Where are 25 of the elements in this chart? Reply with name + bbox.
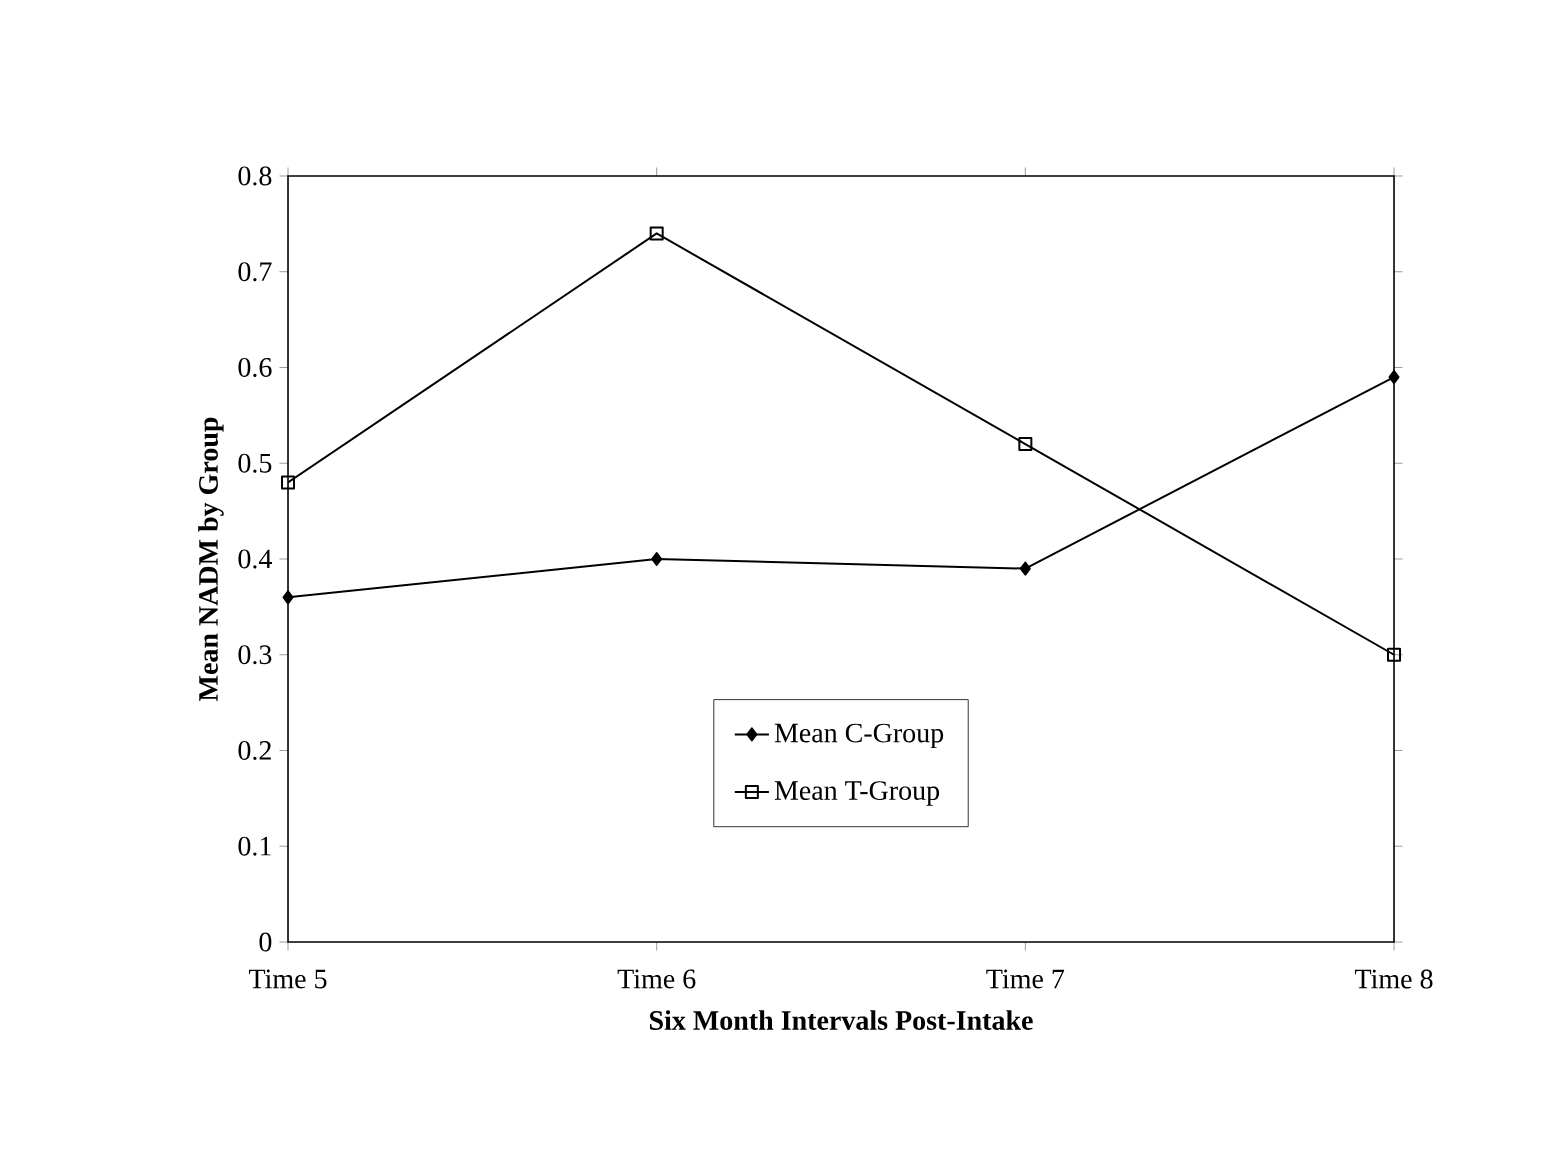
point	[1019, 561, 1031, 576]
point	[1388, 370, 1400, 385]
y-tick-label: 0.5	[238, 453, 272, 473]
y-tick-label: 0.3	[238, 645, 272, 665]
legend-label: Mean C-Group	[774, 723, 944, 749]
y-tick-label: 0.7	[238, 262, 272, 282]
y-tick-label: 0.6	[238, 357, 272, 378]
y-tick-label: 0.8	[238, 166, 272, 186]
y-tick-label: 0	[259, 932, 272, 952]
x-axis-title: Six Month Intervals Post-Intake	[650, 1010, 1033, 1030]
y-axis-title: Mean NADM by Group	[198, 417, 224, 701]
point	[649, 226, 664, 241]
point	[1387, 647, 1402, 662]
x-tick-label: Time 7	[986, 969, 1065, 989]
y-tick-label: 0.1	[238, 836, 271, 856]
point	[1018, 437, 1033, 452]
point	[281, 475, 296, 490]
y-tick-label: 0.2	[238, 740, 271, 761]
y-tick-label: 0.4	[238, 549, 272, 569]
x-tick-label: Time 5	[248, 969, 327, 989]
point	[282, 590, 294, 605]
x-tick-label: Time 8	[1354, 969, 1433, 989]
point	[651, 552, 663, 566]
x-tick-label: Time 6	[617, 969, 696, 989]
legend-label: Mean T-Group	[774, 781, 940, 806]
